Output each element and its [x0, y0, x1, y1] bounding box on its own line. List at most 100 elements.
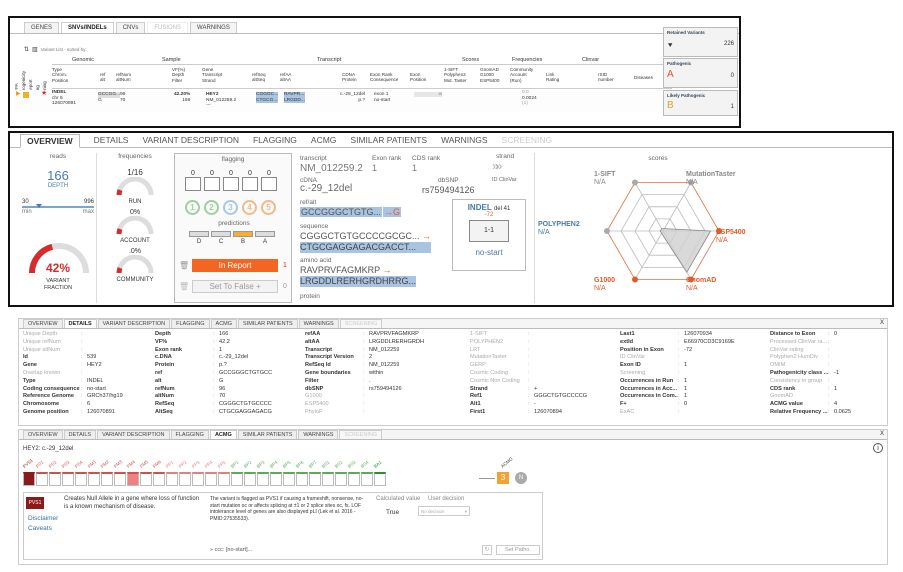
- tab-acmg[interactable]: ACMG: [209, 430, 237, 439]
- acmg-next-icon[interactable]: N: [515, 472, 527, 484]
- col-diseases[interactable]: Diseases: [634, 75, 653, 80]
- col-refseq[interactable]: refSeq altSeq: [252, 72, 266, 83]
- tab-screening[interactable]: SCREENING: [339, 430, 383, 439]
- prediction-bar-b[interactable]: [233, 231, 253, 237]
- acmg-cell-pp1[interactable]: [166, 472, 178, 486]
- play-icon[interactable]: ▶: [16, 91, 21, 97]
- tab-fusions[interactable]: FUSIONS: [147, 22, 189, 33]
- col-refalt[interactable]: ref alt: [100, 72, 106, 83]
- tab-flagging[interactable]: FLAGGING: [252, 135, 297, 145]
- prediction-bar-a[interactable]: [255, 231, 275, 237]
- tab-similar-patients[interactable]: SIMILAR PATIENTS: [350, 135, 428, 145]
- col-genomic[interactable]: Type Chrom. Position: [52, 67, 69, 83]
- refresh-icon[interactable]: ↻: [482, 545, 492, 555]
- tab-warnings[interactable]: WARNINGS: [298, 430, 339, 439]
- acmg-cell-ps1[interactable]: [36, 472, 48, 486]
- user-decision-select[interactable]: No decision ▾: [418, 506, 470, 516]
- tab-variant-description[interactable]: VARIANT DESCRIPTION: [97, 430, 170, 439]
- tab-genes[interactable]: GENES: [24, 22, 60, 33]
- retained-variants-box[interactable]: Retained Variants ⯆ 226: [663, 27, 738, 57]
- acmg-cell-pm2[interactable]: [101, 472, 113, 486]
- col-scores[interactable]: 1-SIFT Polyphen2 Mut. Taster: [444, 67, 467, 83]
- flag-box[interactable]: 0: [261, 170, 277, 191]
- tab-similar-patients[interactable]: SIMILAR PATIENTS: [238, 319, 298, 328]
- flag-box[interactable]: 0: [185, 170, 201, 191]
- set-false-button[interactable]: Set To False +: [192, 279, 278, 293]
- acmg-cell-pm5[interactable]: [140, 472, 152, 486]
- col-clinvar-link[interactable]: Link Rating: [546, 72, 560, 83]
- acmg-cell-bp5[interactable]: [283, 472, 295, 486]
- tab-similar-patients[interactable]: SIMILAR PATIENTS: [237, 430, 298, 439]
- radar-point[interactable]: [688, 276, 694, 283]
- radar-point[interactable]: [632, 276, 638, 283]
- tab-flagging[interactable]: FLAGGING: [171, 319, 210, 328]
- col-refaa[interactable]: refAA altAA: [280, 72, 292, 83]
- tab-screening[interactable]: SCREENING: [339, 319, 383, 328]
- flag-circle-1[interactable]: 1: [185, 200, 200, 215]
- flag-circle-5[interactable]: 5: [261, 200, 276, 215]
- tab-warnings[interactable]: WARNINGS: [190, 22, 237, 33]
- table-row[interactable]: ▶ ★ INDEL chr 6 126070891 GCCGG... G 96 70 4…: [14, 90, 672, 112]
- col-exon-pos[interactable]: Exon Position: [410, 72, 427, 83]
- in-report-button[interactable]: In Report: [192, 258, 278, 272]
- tab-details[interactable]: DETAILS: [63, 430, 97, 439]
- col-vaf[interactable]: VF(%) Depth Filter: [172, 67, 186, 83]
- acmg-cell-bp6[interactable]: [296, 472, 308, 486]
- col-exon-rank[interactable]: Exon Rank Consequence: [370, 72, 399, 83]
- flag-circle-3[interactable]: 3: [223, 200, 238, 215]
- acmg-cell-pm4[interactable]: [127, 472, 139, 486]
- prediction-bar-c[interactable]: [211, 231, 231, 237]
- acmg-cell-bp1[interactable]: [231, 472, 243, 486]
- flag-circle-4[interactable]: 4: [242, 200, 257, 215]
- radar-point[interactable]: [688, 179, 694, 186]
- tab-cnvs[interactable]: CNVs: [115, 22, 146, 33]
- acmg-cell-ps3[interactable]: [62, 472, 74, 486]
- acmg-cell-bp2[interactable]: [244, 472, 256, 486]
- acmg-cell-bs3[interactable]: [348, 472, 360, 486]
- radar-point[interactable]: [604, 228, 610, 234]
- tab-flagging[interactable]: FLAGGING: [170, 430, 209, 439]
- trash-icon[interactable]: 🗑: [179, 260, 190, 270]
- acmg-cell-pvs1[interactable]: [23, 472, 35, 486]
- acmg-cell-bp3[interactable]: [257, 472, 269, 486]
- flag-circle-2[interactable]: 2: [204, 200, 219, 215]
- caveats-link[interactable]: Caveats: [28, 525, 52, 532]
- tab-overview[interactable]: OVERVIEW: [23, 319, 63, 328]
- close-icon[interactable]: X: [879, 431, 884, 437]
- filter-icon[interactable]: ⇅: [24, 47, 30, 53]
- disclaimer-link[interactable]: Disclaimer: [28, 515, 59, 522]
- tab-acmg[interactable]: ACMG: [310, 135, 337, 145]
- acmg-cell-bs2[interactable]: [335, 472, 347, 486]
- flag-box[interactable]: 0: [242, 170, 258, 191]
- tab-overview[interactable]: OVERVIEW: [20, 134, 80, 148]
- col-rsid[interactable]: rSID number: [598, 72, 614, 83]
- acmg-cell-ps2[interactable]: [49, 472, 61, 486]
- tab-snvs-indels[interactable]: SNVs/INDELs: [61, 22, 114, 33]
- flag-box[interactable]: 0: [204, 170, 220, 191]
- acmg-cell-pp2[interactable]: [179, 472, 191, 486]
- tab-acmg[interactable]: ACMG: [210, 319, 238, 328]
- tab-warnings[interactable]: WARNINGS: [441, 135, 488, 145]
- col-cdna[interactable]: CDNA Protein: [342, 72, 357, 83]
- tab-details[interactable]: DETAILS: [63, 319, 97, 328]
- flag-square-icon[interactable]: [23, 92, 29, 98]
- tab-details[interactable]: DETAILS: [93, 135, 129, 145]
- set-patho-button[interactable]: Set Patho.: [496, 545, 540, 555]
- acmg-cell-pm1[interactable]: [88, 472, 100, 486]
- flag-box[interactable]: 0: [223, 170, 239, 191]
- dbsnp-value[interactable]: rs759494126: [422, 185, 475, 195]
- radar-point[interactable]: [632, 179, 638, 186]
- acmg-cell-bs4[interactable]: [361, 472, 373, 486]
- acmg-cell-pm6[interactable]: [153, 472, 165, 486]
- close-icon[interactable]: X: [879, 320, 884, 326]
- col-gnomad[interactable]: GnomAD G1000 ESP5400: [480, 67, 500, 83]
- prediction-bar-d[interactable]: [189, 231, 209, 237]
- tab-screening[interactable]: SCREENING: [501, 135, 553, 145]
- col-refnum[interactable]: refNum altNum: [116, 72, 132, 83]
- col-community[interactable]: Community Account (Run): [510, 67, 534, 83]
- columns-icon[interactable]: ▥: [32, 47, 38, 53]
- report-star-icon[interactable]: ★: [41, 90, 48, 97]
- tab-overview[interactable]: OVERVIEW: [23, 430, 63, 439]
